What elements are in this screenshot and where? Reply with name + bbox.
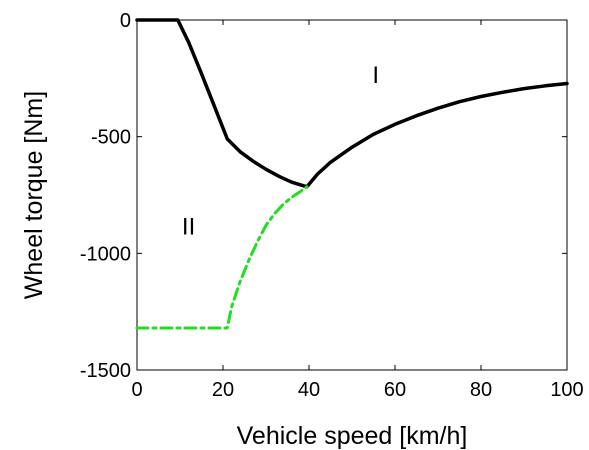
ticks: 0 20 40 60 80 100 0 -500 -1000 -1500 <box>80 10 584 401</box>
x-tick-label-1: 20 <box>212 379 234 401</box>
x-tick-label-0: 0 <box>131 379 142 401</box>
x-tick-label-4: 80 <box>470 379 492 401</box>
region-label-0: I <box>372 62 379 89</box>
x-tick-label-2: 40 <box>298 379 320 401</box>
x-tick-label-5: 100 <box>550 379 583 401</box>
series-line-0 <box>135 18 569 189</box>
x-tick-label-3: 60 <box>384 379 406 401</box>
y-tick-label-3: -1500 <box>80 360 131 382</box>
series-line-1 <box>135 185 309 330</box>
y-tick-label-1: -500 <box>91 127 131 149</box>
series-layer <box>135 18 569 330</box>
annotation-layer: III <box>182 62 379 241</box>
y-tick-label-0: 0 <box>120 10 131 32</box>
y-tick-label-2: -1000 <box>80 243 131 265</box>
y-axis-label: Wheel torque [Nm] <box>20 91 48 299</box>
plot-area <box>136 19 568 371</box>
region-label-1: II <box>182 214 195 241</box>
x-axis-label: Vehicle speed [km/h] <box>237 422 468 450</box>
